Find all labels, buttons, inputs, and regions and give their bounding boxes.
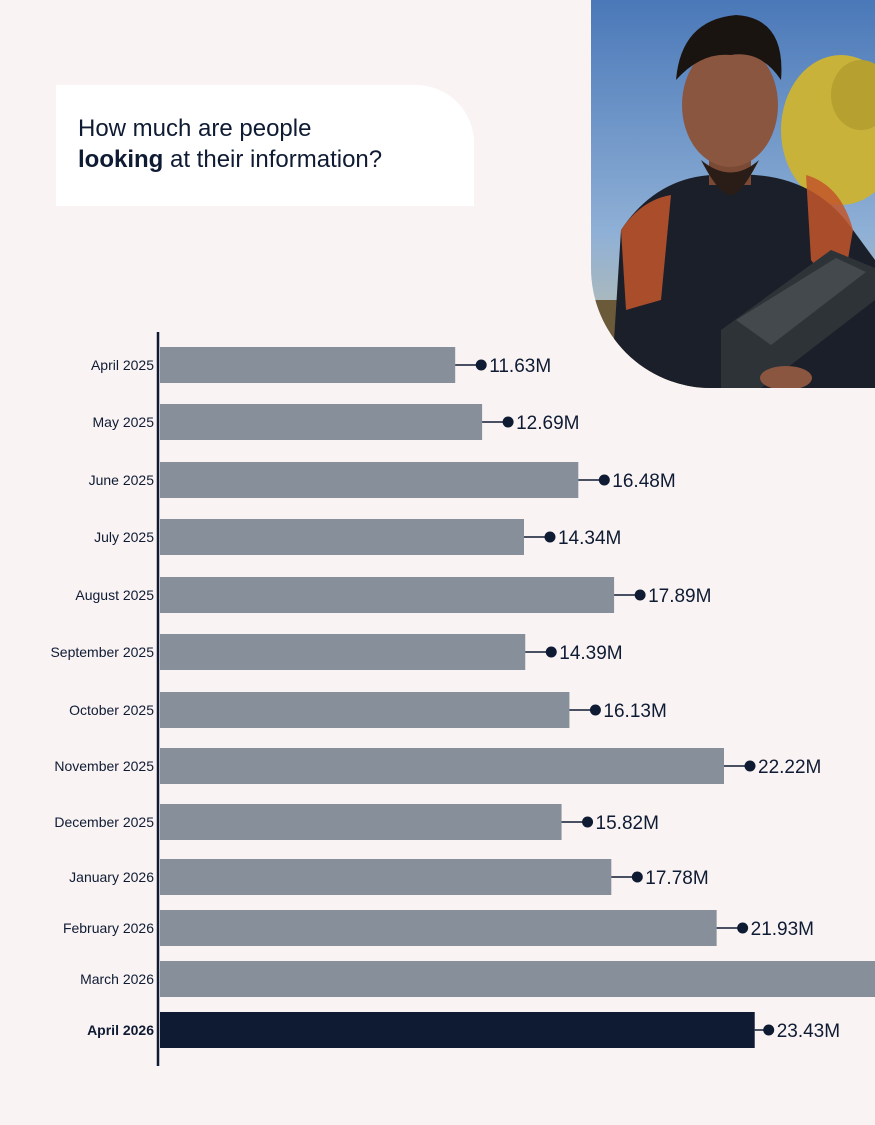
value-marker [544,531,556,543]
value-marker [631,871,643,883]
value-label: 11.63M [489,356,551,377]
bar [160,577,615,613]
page-title: How much are people looking at their inf… [78,113,382,175]
bar [160,692,570,728]
person-with-tablet-photo [591,0,875,388]
category-label: February 2026 [63,920,154,936]
category-label: April 2026 [87,1022,154,1038]
value-label: 14.34M [558,528,621,549]
bar [160,347,456,383]
category-label: July 2025 [94,529,154,545]
category-label: June 2025 [89,472,155,488]
value-label: 14.39M [559,643,622,664]
category-label: April 2025 [91,357,154,373]
value-label: 22.22M [758,757,821,778]
bar [160,404,483,440]
category-label: January 2026 [69,869,154,885]
title-line-1: How much are people [78,115,312,142]
bar [160,1012,755,1048]
bar [160,859,612,895]
category-label: September 2025 [50,644,154,660]
title-line-2: at their information? [163,146,383,173]
value-marker [502,416,514,428]
value-marker [737,922,749,934]
bar [160,748,724,784]
bar [160,804,562,840]
value-label: 21.93M [751,919,814,940]
title-card: How much are people looking at their inf… [56,85,474,206]
value-label: 15.82M [596,813,659,834]
category-label: December 2025 [54,814,154,830]
bar [160,519,524,555]
value-label: 16.48M [612,471,675,492]
value-label: 16.13M [603,701,666,722]
category-label: October 2025 [69,702,154,718]
category-label: November 2025 [54,758,154,774]
value-label: 23.43M [777,1021,840,1042]
value-marker [634,589,646,601]
value-marker [744,760,756,772]
bar [160,910,717,946]
title-bold-word: looking [78,146,164,173]
value-marker [582,816,594,828]
bar [160,961,875,997]
value-label: 17.89M [648,586,711,607]
category-label: March 2026 [80,971,154,987]
category-label: May 2025 [93,414,155,430]
bar [160,634,526,670]
value-label: 12.69M [516,413,579,434]
bar [160,462,579,498]
value-marker [545,646,557,658]
value-marker [475,359,487,371]
value-marker [763,1024,775,1036]
value-label: 17.78M [645,868,708,889]
value-marker [598,474,610,486]
value-marker [589,704,601,716]
category-label: August 2025 [75,587,154,603]
